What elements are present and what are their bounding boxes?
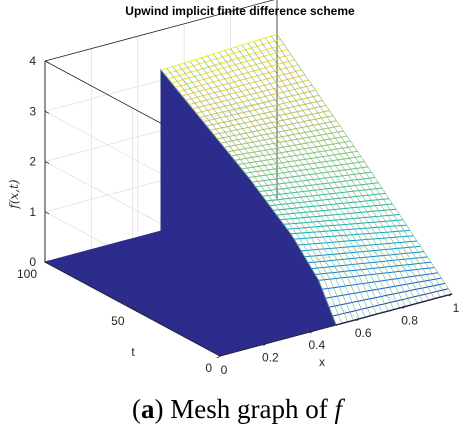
x-tick-mark (216, 355, 221, 359)
z-tick-label: 2 (29, 155, 36, 169)
figure-caption: (a) Mesh graph of f (0, 394, 474, 425)
mesh-line-x (265, 37, 441, 298)
mesh-line-x (172, 66, 348, 323)
t-tick-label: 50 (111, 314, 125, 328)
mesh-line-x (212, 53, 389, 312)
mesh-line-x (247, 43, 424, 302)
mesh-line-x (259, 39, 435, 299)
x-tick-mark (355, 318, 360, 322)
x-axis-line (219, 293, 453, 357)
x-axis-label: x (319, 355, 325, 369)
mesh-line-x (166, 68, 343, 324)
caption-text: Mesh graph of (163, 394, 335, 424)
x-tick-mark (448, 293, 453, 297)
t-tick-mark (44, 260, 50, 263)
x-tick-label: 0.6 (355, 326, 372, 340)
mesh-line-x (270, 35, 447, 296)
mesh-surface (43, 33, 453, 357)
z-tick-mark (44, 60, 50, 64)
caption-open: ( (132, 394, 141, 424)
mesh-line-x (178, 64, 354, 321)
z-tick-mark (44, 261, 50, 265)
z-tick-label: 4 (29, 54, 36, 68)
mesh-line-x (201, 57, 377, 315)
mesh-line-x (230, 48, 406, 307)
mesh-line-x (253, 41, 430, 301)
x-tick-label: 0.8 (401, 313, 418, 327)
z-tick-label: 1 (29, 205, 36, 219)
mesh-line-x (224, 50, 401, 309)
t-tick-label: 100 (17, 267, 37, 281)
z-tick-label: 3 (29, 104, 36, 118)
z-axis-label: f(x,t) (7, 179, 21, 210)
z-tick-label: 0 (29, 255, 36, 269)
mesh-line-x (276, 34, 453, 295)
t-tick-mark (219, 354, 225, 357)
mesh-line-x (218, 52, 395, 310)
caption-variable: f (334, 394, 342, 424)
mesh-line-x (241, 44, 418, 304)
caption-label: a (141, 394, 155, 424)
mesh-line-x (183, 62, 360, 319)
mesh-line-x (236, 46, 412, 306)
z-tick-mark (44, 161, 50, 164)
mesh-line-x (207, 55, 383, 313)
x-tick-mark (402, 306, 406, 309)
x-tick-label: 0.2 (262, 351, 279, 365)
caption-close: ) (154, 394, 164, 424)
x-tick-label: 1 (453, 301, 460, 315)
t-tick-mark (132, 307, 137, 310)
z-tick-mark (44, 110, 50, 114)
mesh-line-x (189, 61, 366, 318)
mesh-line-x (160, 70, 337, 326)
chart-title: Upwind implicit finite difference scheme (125, 4, 355, 18)
top-back-edge (44, 0, 275, 62)
x-tick-mark (309, 330, 314, 334)
x-tick-mark (263, 343, 267, 346)
t-axis-label: t (131, 345, 135, 359)
x-tick-label: 0 (221, 363, 228, 377)
mesh-line-x (195, 59, 372, 316)
x-tick-label: 0.4 (308, 338, 325, 352)
z-tick-mark (44, 211, 50, 215)
t-tick-label: 0 (205, 361, 212, 375)
